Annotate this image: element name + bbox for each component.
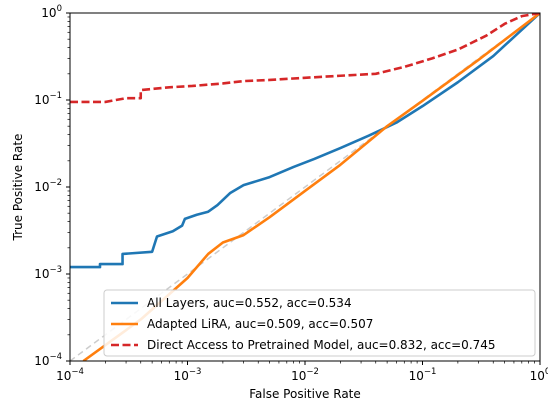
y-tick-label: 10−1 — [34, 91, 62, 107]
y-tick-label: 100 — [41, 4, 62, 20]
reference-layer — [70, 13, 540, 361]
y-axis-label: True Positive Rate — [11, 134, 25, 242]
series-line-2 — [82, 13, 540, 361]
x-axis-ticks: 10−4 10−3 10−2 10−1 100 — [56, 361, 548, 383]
y-tick-label: 10−2 — [34, 178, 62, 194]
plot-area — [70, 13, 540, 361]
legend-label-2: Adapted LiRA, auc=0.509, acc=0.507 — [147, 317, 373, 331]
legend-label-3: Direct Access to Pretrained Model, auc=0… — [147, 338, 496, 352]
y-tick-label: 10−3 — [34, 265, 62, 281]
y-tick-label: 10−4 — [34, 352, 62, 368]
y-axis-ticks: 10−4 10−3 10−2 10−1 100 — [34, 4, 70, 368]
x-axis-label: False Positive Rate — [249, 387, 361, 401]
x-tick-label: 10−3 — [174, 367, 202, 383]
series-line-1 — [70, 13, 540, 269]
x-tick-label: 10−4 — [56, 367, 84, 383]
legend-label-1: All Layers, auc=0.552, acc=0.534 — [147, 296, 352, 310]
series-line-3 — [70, 13, 540, 104]
x-tick-label: 100 — [530, 367, 548, 383]
chance-reference-line — [70, 13, 540, 361]
series-layer — [70, 13, 540, 361]
legend-box — [103, 289, 536, 357]
legend: All Layers, auc=0.552, acc=0.534 Adapted … — [103, 289, 536, 357]
x-tick-label: 10−1 — [409, 367, 437, 383]
x-tick-label: 10−2 — [291, 367, 319, 383]
